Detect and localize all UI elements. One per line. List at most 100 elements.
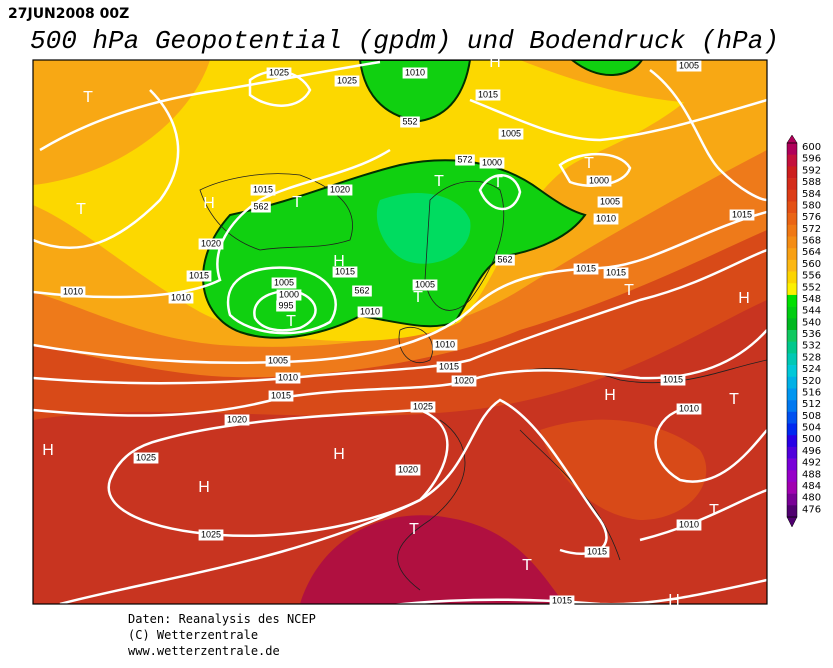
colorbar-label: 500 xyxy=(802,434,821,445)
colorbar-swatch xyxy=(787,446,797,459)
isobar-label: 1000 xyxy=(482,157,502,167)
colorbar-label: 564 xyxy=(802,247,821,258)
isobar-label-box xyxy=(266,67,292,79)
isobar-label-box xyxy=(593,213,619,225)
colorbar-swatch xyxy=(787,411,797,424)
isobar-label: 1015 xyxy=(552,595,572,605)
colorbar-label: 572 xyxy=(802,224,821,235)
isobar-label: 1005 xyxy=(501,128,521,138)
pressure-center: T xyxy=(522,557,532,574)
colorbar-swatch xyxy=(787,330,797,342)
isobar-label-box xyxy=(400,116,420,128)
colorbar-swatch xyxy=(787,365,797,378)
pressure-center: T xyxy=(286,313,296,330)
footer-line: www.wetterzentrale.de xyxy=(128,644,280,658)
map-field xyxy=(33,60,767,604)
pressure-center: H xyxy=(333,253,345,270)
colorbar-label: 568 xyxy=(802,236,821,247)
footer-line: (C) Wetterzentrale xyxy=(128,628,258,642)
colorbar-label: 548 xyxy=(802,294,821,305)
isobar-label: 1015 xyxy=(253,184,273,194)
pressure-center: T xyxy=(434,173,444,190)
isobar-label: 1015 xyxy=(606,267,626,277)
colorbar-label: 552 xyxy=(802,282,821,293)
isobar-label-box xyxy=(455,154,475,166)
isobar-label: 1015 xyxy=(189,270,209,280)
isobar-label: 1015 xyxy=(478,89,498,99)
isobar-label: 1020 xyxy=(330,184,350,194)
isobar-label: 1010 xyxy=(278,372,298,382)
colorbar-label: 528 xyxy=(802,352,821,363)
date-label: 27JUN2008 00Z xyxy=(8,6,129,22)
isobar-label-box xyxy=(198,238,224,250)
colorbar-label: 516 xyxy=(802,387,821,398)
isobar-label: 1000 xyxy=(279,289,299,299)
isobar-label-box xyxy=(410,401,436,413)
colorbar-label: 596 xyxy=(802,154,821,165)
pressure-center: T xyxy=(292,194,302,211)
isobar-label: 1005 xyxy=(600,196,620,206)
pressure-center: H xyxy=(668,592,680,609)
isobar-label: 1005 xyxy=(268,355,288,365)
colorbar-swatch xyxy=(787,481,797,494)
isobar-label: 1015 xyxy=(663,374,683,384)
pressure-center: T xyxy=(409,521,419,538)
isobar-label: 1010 xyxy=(405,67,425,77)
isobar-label: 1020 xyxy=(227,414,247,424)
isobar-label: 1010 xyxy=(435,339,455,349)
colorbar-label: 576 xyxy=(802,212,821,223)
isobar-label: 1005 xyxy=(415,279,435,289)
colorbar-label: 484 xyxy=(802,481,821,492)
isobar-label-box xyxy=(432,339,458,351)
pressure-center: T xyxy=(413,289,423,306)
colorbar-swatch xyxy=(787,423,797,436)
colorbar-label: 512 xyxy=(802,399,821,410)
isobar-label-box xyxy=(412,279,438,291)
colorbar-swatch xyxy=(787,201,797,214)
isobar-label-box xyxy=(271,277,297,289)
isobar-label-box xyxy=(676,60,702,72)
pressure-center: H xyxy=(333,446,345,463)
colorbar-swatch xyxy=(787,166,797,179)
pressure-center: H xyxy=(203,195,215,212)
pressure-center: T xyxy=(76,201,86,218)
isobar-label-box xyxy=(495,254,515,266)
isobar-label: 995 xyxy=(278,300,293,310)
colorbar-label: 600 xyxy=(802,142,821,153)
pressure-center: H xyxy=(738,290,750,307)
pressure-center: H xyxy=(42,442,54,459)
map-title: 500 hPa Geopotential (gpdm) und Bodendru… xyxy=(30,26,779,56)
footer-line: Daten: Reanalysis des NCEP xyxy=(128,612,316,626)
isobar-label-box xyxy=(198,529,224,541)
colorbar-label: 588 xyxy=(802,177,821,188)
isobar-label-box xyxy=(186,270,212,282)
isobar-label-box xyxy=(168,292,194,304)
colorbar-label: 536 xyxy=(802,329,821,340)
colorbar-label: 556 xyxy=(802,271,821,282)
isobar-label-box xyxy=(395,464,421,476)
colorbar-label: 592 xyxy=(802,165,821,176)
colorbar-swatch xyxy=(787,318,797,331)
isobar-label: 1025 xyxy=(269,67,289,77)
isobar-label: 1000 xyxy=(589,175,609,185)
isobar-label: 1015 xyxy=(335,266,355,276)
isobar-label-box xyxy=(250,184,276,196)
colorbar-label: 480 xyxy=(802,493,821,504)
isobar-label-box xyxy=(549,595,575,607)
colorbar-label: 580 xyxy=(802,200,821,211)
isobar-label: 1015 xyxy=(576,263,596,273)
isobar-label: 1010 xyxy=(360,306,380,316)
isobar-label: 562 xyxy=(253,201,268,211)
colorbar-swatch xyxy=(787,224,797,237)
map-labels: 1025 1025 1010 1015 1005 1005 552 572 1000 1000 10… xyxy=(42,54,755,609)
isobar-label: 1015 xyxy=(271,390,291,400)
isobar-label: 1025 xyxy=(337,75,357,85)
colorbar-label: 476 xyxy=(802,504,821,515)
isobar-label-box xyxy=(251,201,271,213)
isobar-label: 1020 xyxy=(201,238,221,248)
isobar-label: 1010 xyxy=(596,213,616,223)
isobar-label: 1010 xyxy=(679,403,699,413)
colorbar-swatch xyxy=(787,271,797,284)
isobar-label-box xyxy=(597,196,623,208)
colorbar-label: 532 xyxy=(802,341,821,352)
